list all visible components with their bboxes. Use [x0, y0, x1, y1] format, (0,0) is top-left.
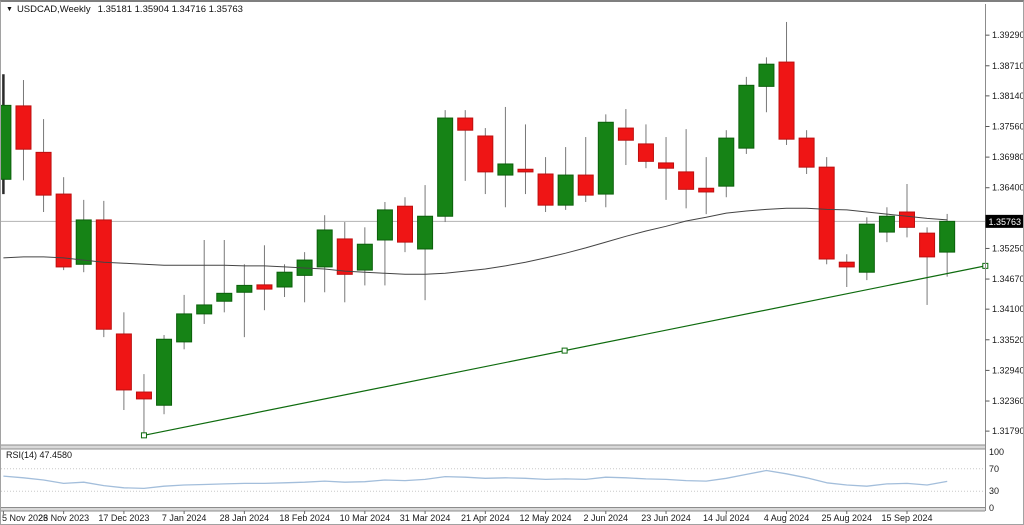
rsi-axis-label: 30 — [989, 486, 999, 496]
date-axis-label: 15 Sep 2024 — [881, 513, 932, 523]
date-axis-label: 21 Apr 2024 — [461, 513, 510, 523]
candle-body-bull — [878, 215, 895, 233]
rsi-axis-label: 70 — [989, 464, 999, 474]
trendline-handle-start[interactable] — [140, 432, 147, 439]
candle-body-bull — [718, 137, 735, 187]
price-axis-label: 1.36400 — [992, 183, 1024, 193]
candle-body-bear — [336, 238, 353, 275]
date-axis-label: 5 Nov 2023 — [2, 513, 48, 523]
price-axis-label: 1.31790 — [992, 426, 1024, 436]
date-axis-label: 28 Jan 2024 — [220, 513, 270, 523]
candle-body-bull — [75, 219, 92, 265]
candle-body-bull — [939, 220, 956, 253]
candle-body-bull — [316, 229, 333, 268]
title-ohlc-values: 1.35181 1.35904 1.34716 1.35763 — [97, 4, 243, 15]
candle-body-bear — [115, 333, 132, 391]
candle-body-bear — [698, 187, 715, 193]
candle-body-bear — [35, 151, 52, 196]
candle-body-bear — [838, 261, 855, 268]
moving-average-line — [3, 207, 948, 275]
current-price-value: 1.35763 — [989, 217, 1022, 227]
candle-body-bull — [758, 63, 775, 87]
date-axis-label: 18 Feb 2024 — [279, 513, 330, 523]
candle-body-bear — [577, 174, 594, 196]
candle-body-bull — [497, 163, 514, 176]
candle-body-bull — [176, 313, 193, 343]
candle-body-bull — [858, 223, 875, 273]
candle-body-bear — [256, 284, 273, 290]
date-axis-label: 23 Jun 2024 — [641, 513, 691, 523]
price-axis-label: 1.35250 — [992, 243, 1024, 253]
candle-body-bear — [678, 171, 695, 190]
candle-body-bull — [1, 104, 12, 180]
symbol-dropdown-icon[interactable]: ▼ — [6, 6, 13, 13]
candle-body-bear — [637, 143, 654, 162]
candle-body-bull — [196, 304, 213, 315]
price-axis-label: 1.39290 — [992, 30, 1024, 40]
candle-body-bull — [156, 338, 173, 406]
price-axis-label: 1.38140 — [992, 91, 1024, 101]
date-axis-label: 4 Aug 2024 — [764, 513, 810, 523]
candle-body-bear — [517, 168, 534, 173]
current-price-box — [985, 214, 1023, 228]
rsi-line — [3, 469, 948, 490]
symbol-title: USDCAD,Weekly — [16, 4, 91, 15]
candle-body-bear — [778, 61, 795, 140]
price-axis-label: 1.32940 — [992, 365, 1024, 375]
candle-body-bear — [899, 211, 915, 228]
candle-body-bear — [919, 232, 936, 258]
pane-separator[interactable] — [1, 445, 985, 449]
candle-body-bull — [236, 284, 253, 293]
candle-body-bull — [276, 271, 293, 288]
candle-body-bear — [798, 137, 815, 168]
price-axis-label: 1.32360 — [992, 396, 1024, 406]
candle-body-bull — [738, 84, 755, 149]
candle-body-bear — [477, 135, 494, 173]
candle-body-bear — [55, 193, 72, 268]
title-bar: ▼ USDCAD,Weekly 1.35181 1.35904 1.34716 1.… — [6, 4, 243, 15]
candle-body-bear — [135, 391, 152, 400]
candle-body-bear — [457, 117, 474, 131]
trendline-handle-middle[interactable] — [561, 347, 568, 354]
rsi-indicator-label: RSI(14) 47.4580 — [6, 450, 73, 460]
candle-body-bear — [397, 205, 413, 243]
date-axis-label: 14 Jul 2024 — [703, 513, 750, 523]
date-axis-label: 25 Aug 2024 — [821, 513, 872, 523]
price-axis-label: 1.34670 — [992, 274, 1024, 284]
price-axis-label: 1.33520 — [992, 335, 1024, 345]
pane-separator[interactable] — [1, 507, 985, 512]
candle-body-bull — [417, 215, 434, 250]
candle-body-bull — [557, 174, 574, 206]
rsi-axis-label: 0 — [989, 503, 994, 513]
price-axis-label: 1.34100 — [992, 304, 1024, 314]
candle-body-bull — [597, 121, 614, 195]
date-axis-label: 26 Nov 2023 — [38, 513, 89, 523]
date-axis-label: 17 Dec 2023 — [98, 513, 149, 523]
date-axis-label: 2 Jun 2024 — [584, 513, 629, 523]
date-axis-label: 7 Jan 2024 — [162, 513, 207, 523]
candle-body-bull — [376, 209, 393, 241]
candle-body-bull — [356, 243, 373, 271]
rsi-axis-label: 100 — [989, 447, 1004, 457]
candle-body-bear — [818, 166, 835, 260]
candle-body-bull — [216, 292, 233, 302]
candle-body-bear — [658, 162, 675, 169]
price-axis-label: 1.37560 — [992, 121, 1024, 131]
date-axis-label: 12 May 2024 — [520, 513, 572, 523]
candle-body-bear — [537, 173, 554, 206]
candle-body-bull — [437, 117, 454, 217]
candle-body-bear — [95, 219, 112, 330]
date-axis-label: 10 Mar 2024 — [340, 513, 391, 523]
candle-body-bear — [15, 105, 32, 150]
price-axis-label: 1.36980 — [992, 152, 1024, 162]
date-axis-label: 31 Mar 2024 — [400, 513, 451, 523]
candle-body-bear — [617, 127, 634, 141]
price-axis-label: 1.38710 — [992, 61, 1024, 71]
